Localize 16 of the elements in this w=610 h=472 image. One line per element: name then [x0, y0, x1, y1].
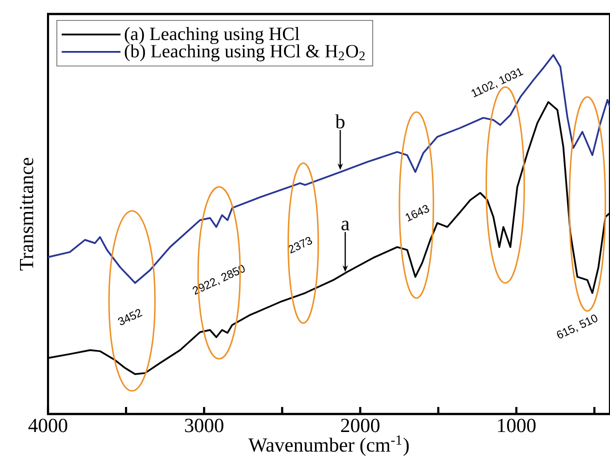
x-tick-label: 4000 [28, 418, 68, 432]
annotation: 3452 [118, 309, 142, 326]
annotation: 2922, 2850 [192, 264, 245, 295]
x-tick-label: 2000 [341, 418, 380, 432]
legend-label: (b) Leaching using HCl & H$_{2}$O$_{2}$ [124, 44, 365, 62]
legend-label: (a) Leaching using HCl [124, 27, 300, 44]
y-axis-title: Transmittance [20, 158, 34, 270]
annotation: b [335, 114, 344, 128]
x-axis-title: Wavenumber (cm$^{-1}$) [248, 435, 409, 456]
annotation: a [342, 220, 350, 230]
annotation: 2373 [288, 236, 312, 254]
x-tick-label: 1000 [498, 418, 536, 432]
annotation: 1102, 1031 [472, 68, 524, 98]
x-tick-label: 3000 [185, 418, 224, 432]
annotation: 615, 510 [557, 314, 598, 338]
annotation: 1643 [406, 205, 430, 222]
